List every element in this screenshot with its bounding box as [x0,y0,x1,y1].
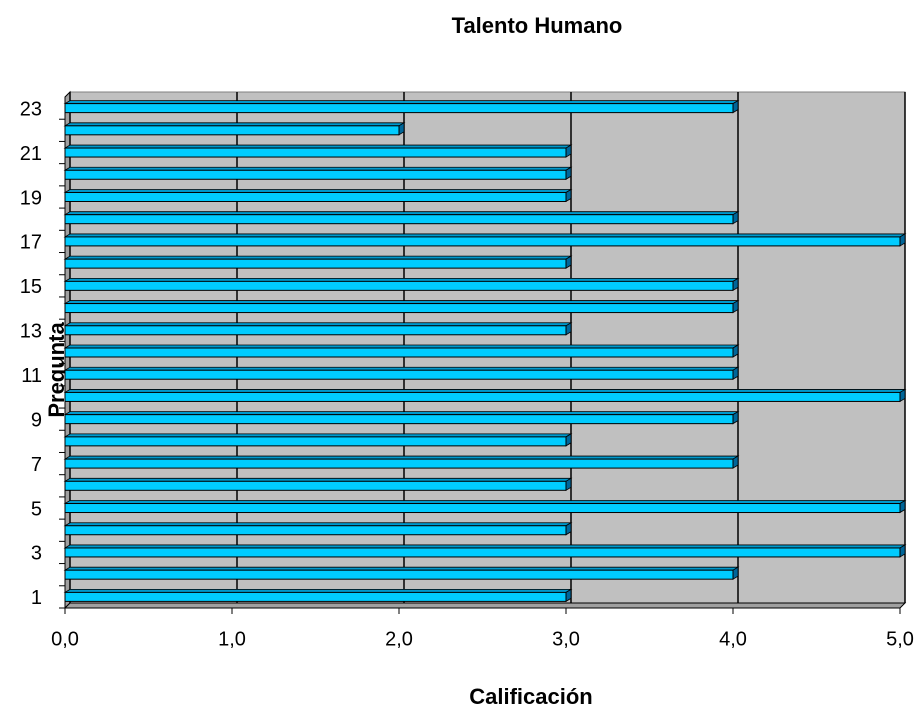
y-tick-label: 15 [20,276,42,298]
bar [64,103,734,114]
chart-title: Talento Humano [452,13,623,38]
y-tick-label: 5 [31,498,42,520]
bar [64,458,734,469]
y-tick-label: 7 [31,454,42,476]
bar [64,325,567,336]
floor [63,602,907,609]
bar [64,591,567,602]
bar [64,258,567,269]
y-tick-label: 21 [20,143,42,165]
y-tick-label: 11 [21,365,42,387]
bar [64,414,734,425]
bar [64,147,567,158]
x-tick-label: 5,0 [886,628,914,650]
bar [64,280,734,291]
bar [64,503,901,514]
y-tick-label: 13 [20,321,42,343]
y-tick-label: 9 [31,409,42,431]
y-tick-label: 19 [20,187,42,209]
bar [64,547,901,558]
x-tick-label: 1,0 [218,628,246,650]
bar [64,236,901,247]
y-tick-label: 1 [31,587,42,609]
bar [64,391,901,402]
bar [64,525,567,536]
bar [64,480,567,491]
x-tick-label: 3,0 [552,628,580,650]
y-tick-label: 17 [20,232,42,254]
bar [64,169,567,180]
x-tick-label: 2,0 [385,628,413,650]
bar [64,191,567,202]
y-tick-label: 3 [31,543,42,565]
x-tick-label: 0,0 [51,628,79,650]
bar [64,569,734,580]
bar [64,214,734,225]
bar [64,347,734,358]
y-tick-label: 23 [20,98,42,120]
bar [64,303,734,314]
x-tick-label: 4,0 [719,628,747,650]
bar [64,369,734,380]
bar [64,125,400,136]
bar [64,436,567,447]
x-axis-title: Calificación [469,684,592,709]
